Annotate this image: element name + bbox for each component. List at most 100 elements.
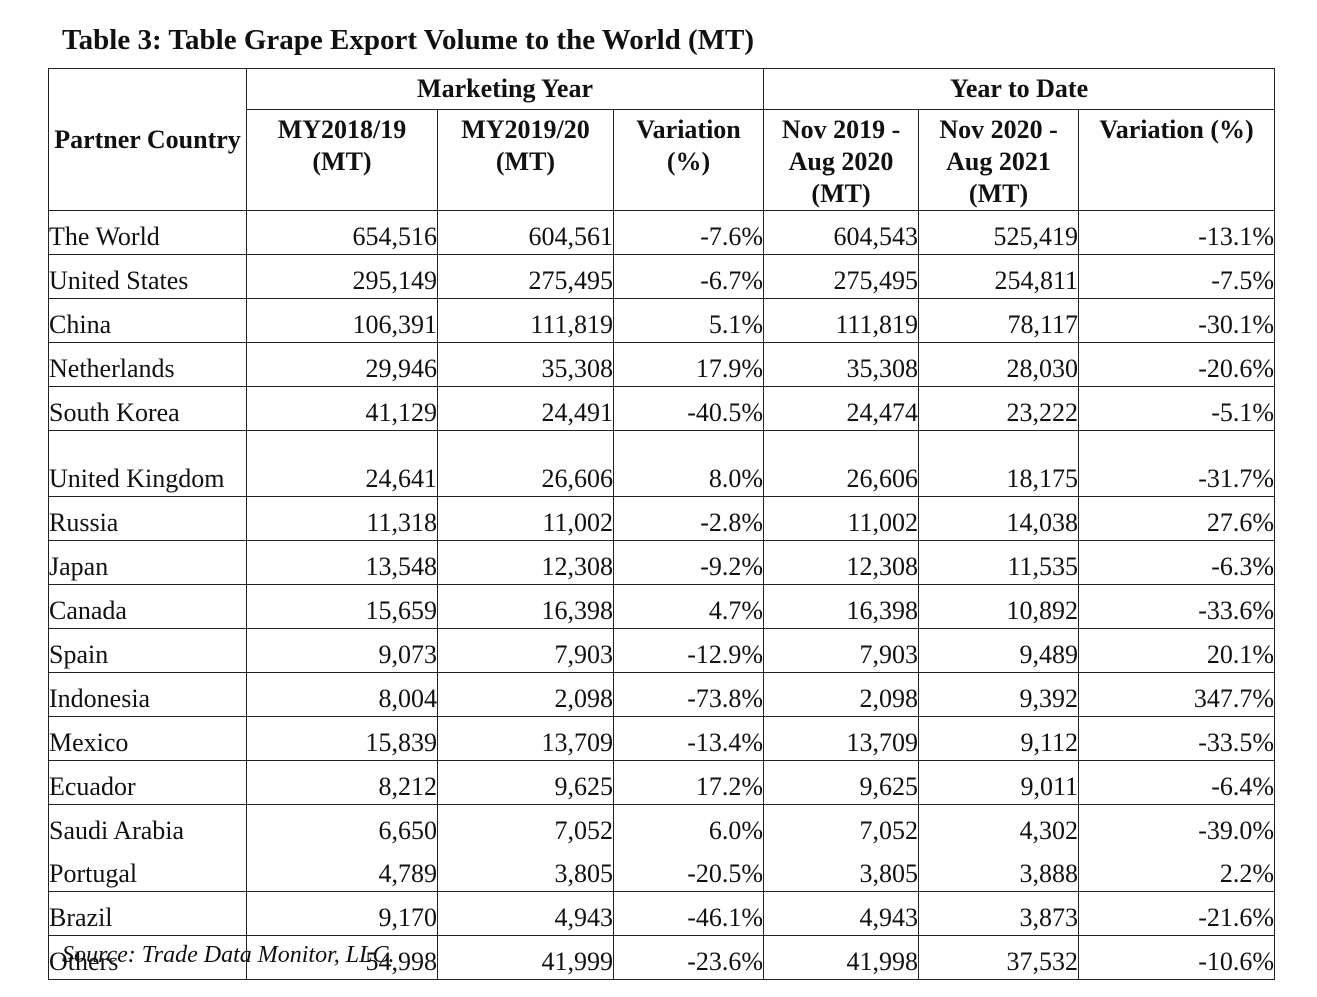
variation-my-cell: -73.8% [612, 672, 765, 717]
header-nov2019-aug2020: Nov 2019 - Aug 2020 (MT) [763, 109, 920, 211]
variation-my-cell: 8.0% [612, 430, 765, 497]
country-cell: Others [48, 935, 247, 980]
nov2020-aug2021-cell: 4,302 [918, 804, 1080, 848]
variation-my-cell: 17.2% [612, 760, 765, 805]
variation-ytd-cell: -33.5% [1078, 716, 1276, 761]
country-cell: Portugal [48, 848, 247, 892]
nov2019-aug2020-cell: 24,474 [763, 386, 920, 431]
my2018-19-cell: 8,212 [246, 760, 438, 805]
country-cell: The World [48, 210, 247, 255]
table-row: South Korea 41,129 24,491 -40.5% 24,474 23,22… [48, 386, 1276, 431]
nov2019-aug2020-cell: 16,398 [763, 584, 920, 629]
my2019-20-cell: 13,709 [437, 716, 614, 761]
country-cell: Canada [48, 584, 247, 629]
nov2019-aug2020-cell: 7,052 [763, 804, 920, 848]
nov2019-aug2020-cell: 4,943 [763, 891, 920, 936]
variation-ytd-cell: -6.4% [1078, 760, 1276, 805]
nov2019-aug2020-cell: 13,709 [763, 716, 920, 761]
variation-my-cell: -23.6% [612, 935, 765, 980]
table-row: China 106,391 111,819 5.1% 111,819 78,117 -30.… [48, 298, 1276, 343]
header-variation-my: Variation (%) [612, 109, 765, 211]
my2019-20-cell: 16,398 [437, 584, 614, 629]
table-row: Netherlands 29,946 35,308 17.9% 35,308 28,030… [48, 342, 1276, 387]
nov2020-aug2021-cell: 14,038 [918, 496, 1080, 541]
table-row: Canada 15,659 16,398 4.7% 16,398 10,892 -33.6% [48, 584, 1276, 629]
my2018-19-cell: 6,650 [246, 804, 438, 848]
my2018-19-cell: 654,516 [246, 210, 438, 255]
country-cell: United Kingdom [48, 430, 247, 497]
nov2020-aug2021-cell: 23,222 [918, 386, 1080, 431]
nov2020-aug2021-cell: 9,489 [918, 628, 1080, 673]
nov2020-aug2021-cell: 9,112 [918, 716, 1080, 761]
my2019-20-cell: 604,561 [437, 210, 614, 255]
my2019-20-cell: 7,052 [437, 804, 614, 848]
nov2020-aug2021-cell: 3,873 [918, 891, 1080, 936]
my2019-20-cell: 26,606 [437, 430, 614, 497]
source-note: Source: Trade Data Monitor, LLC. [62, 942, 395, 968]
table-row: Mexico 15,839 13,709 -13.4% 13,709 9,112 -33.5… [48, 716, 1276, 761]
country-cell: Mexico [48, 716, 247, 761]
nov2020-aug2021-cell: 9,392 [918, 672, 1080, 717]
variation-ytd-cell: 20.1% [1078, 628, 1276, 673]
table-row: Saudi Arabia 6,650 7,052 6.0% 7,052 4,302 -39.… [48, 804, 1276, 848]
nov2020-aug2021-cell: 37,532 [918, 935, 1080, 980]
variation-my-cell: -12.9% [612, 628, 765, 673]
country-cell: Brazil [48, 891, 247, 936]
my2019-20-cell: 12,308 [437, 540, 614, 585]
table-row: Japan 13,548 12,308 -9.2% 12,308 11,535 -6.3% [48, 540, 1276, 585]
variation-my-cell: -7.6% [612, 210, 765, 255]
variation-ytd-cell: -33.6% [1078, 584, 1276, 629]
variation-ytd-cell: 27.6% [1078, 496, 1276, 541]
variation-my-cell: 6.0% [612, 804, 765, 848]
my2019-20-cell: 111,819 [437, 298, 614, 343]
variation-my-cell: -9.2% [612, 540, 765, 585]
my2018-19-cell: 41,129 [246, 386, 438, 431]
variation-my-cell: -40.5% [612, 386, 765, 431]
variation-my-cell: 17.9% [612, 342, 765, 387]
my2019-20-cell: 3,805 [437, 848, 614, 892]
variation-my-cell: 4.7% [612, 584, 765, 629]
variation-ytd-cell: -6.3% [1078, 540, 1276, 585]
variation-ytd-cell: -31.7% [1078, 430, 1276, 497]
variation-my-cell: 5.1% [612, 298, 765, 343]
table-title: Table 3: Table Grape Export Volume to th… [62, 24, 755, 56]
nov2020-aug2021-cell: 11,535 [918, 540, 1080, 585]
header-nov2020-aug2021: Nov 2020 - Aug 2021 (MT) [918, 109, 1080, 211]
my2018-19-cell: 295,149 [246, 254, 438, 299]
variation-my-cell: -13.4% [612, 716, 765, 761]
header-my2019-20: MY2019/20 (MT) [437, 109, 614, 211]
my2019-20-cell: 7,903 [437, 628, 614, 673]
nov2020-aug2021-cell: 3,888 [918, 848, 1080, 892]
nov2019-aug2020-cell: 35,308 [763, 342, 920, 387]
export-volume-table: Partner Country Marketing Year Year to D… [48, 68, 1276, 980]
nov2019-aug2020-cell: 9,625 [763, 760, 920, 805]
nov2020-aug2021-cell: 525,419 [918, 210, 1080, 255]
nov2020-aug2021-cell: 28,030 [918, 342, 1080, 387]
header-year-to-date: Year to Date [763, 68, 1276, 110]
nov2019-aug2020-cell: 12,308 [763, 540, 920, 585]
table-row: United States 295,149 275,495 -6.7% 275,495 2… [48, 254, 1276, 299]
my2018-19-cell: 9,073 [246, 628, 438, 673]
nov2019-aug2020-cell: 111,819 [763, 298, 920, 343]
nov2019-aug2020-cell: 26,606 [763, 430, 920, 497]
country-cell: South Korea [48, 386, 247, 431]
header-marketing-year: Marketing Year [245, 68, 765, 110]
table-row: Others 54,998 41,999 -23.6% 41,998 37,532 -10.… [48, 935, 1276, 980]
my2018-19-cell: 15,839 [246, 716, 438, 761]
my2019-20-cell: 24,491 [437, 386, 614, 431]
variation-my-cell: -20.5% [612, 848, 765, 892]
variation-ytd-cell: -21.6% [1078, 891, 1276, 936]
country-cell: Spain [48, 628, 247, 673]
variation-ytd-cell: -13.1% [1078, 210, 1276, 255]
my2018-19-cell: 15,659 [246, 584, 438, 629]
country-cell: Indonesia [48, 672, 247, 717]
my2019-20-cell: 9,625 [437, 760, 614, 805]
country-cell: Ecuador [48, 760, 247, 805]
variation-my-cell: -6.7% [612, 254, 765, 299]
variation-ytd-cell: 2.2% [1078, 848, 1276, 892]
my2019-20-cell: 2,098 [437, 672, 614, 717]
my2018-19-cell: 4,789 [246, 848, 438, 892]
variation-ytd-cell: -39.0% [1078, 804, 1276, 848]
variation-ytd-cell: -30.1% [1078, 298, 1276, 343]
country-cell: China [48, 298, 247, 343]
